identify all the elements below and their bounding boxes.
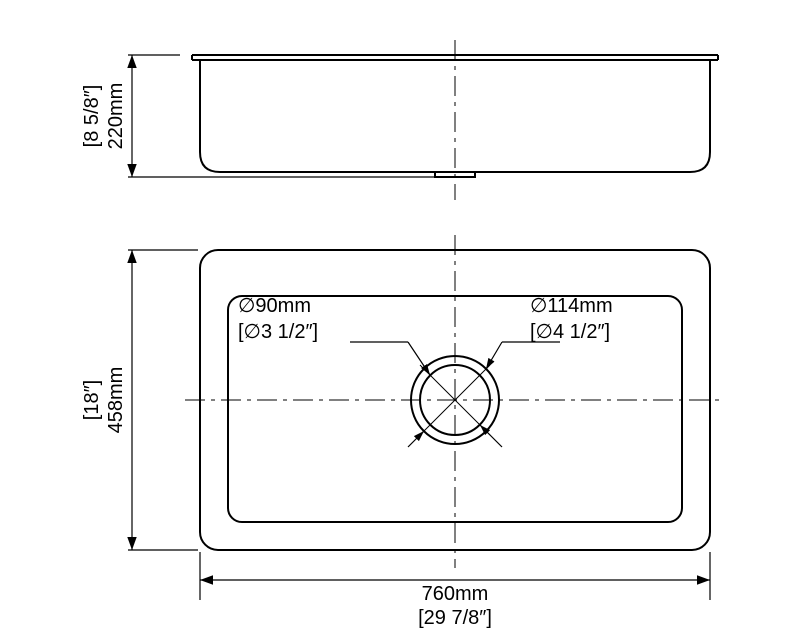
- top-height-in: [18″]: [81, 380, 103, 420]
- top-width-in: [29 7/8″]: [418, 607, 492, 629]
- top-view: ∅90mm [∅3 1/2″] ∅114mm [∅4 1/2″] 458mm […: [81, 235, 725, 629]
- technical-drawing: 220mm [8 5/8″] ∅90mm [∅3 1/2″] ∅114mm [: [0, 0, 800, 640]
- side-height-mm: 220mm: [105, 83, 127, 150]
- top-width-mm: 760mm: [422, 583, 489, 605]
- drain-inner-in: [∅3 1/2″]: [238, 321, 318, 343]
- drain-outer-mm: ∅114mm: [530, 295, 613, 317]
- drain-inner-mm: ∅90mm: [238, 295, 311, 317]
- drain-outer-in: [∅4 1/2″]: [530, 321, 610, 343]
- side-height-in: [8 5/8″]: [81, 85, 103, 148]
- top-height-mm: 458mm: [105, 367, 127, 434]
- side-view: 220mm [8 5/8″]: [81, 40, 718, 200]
